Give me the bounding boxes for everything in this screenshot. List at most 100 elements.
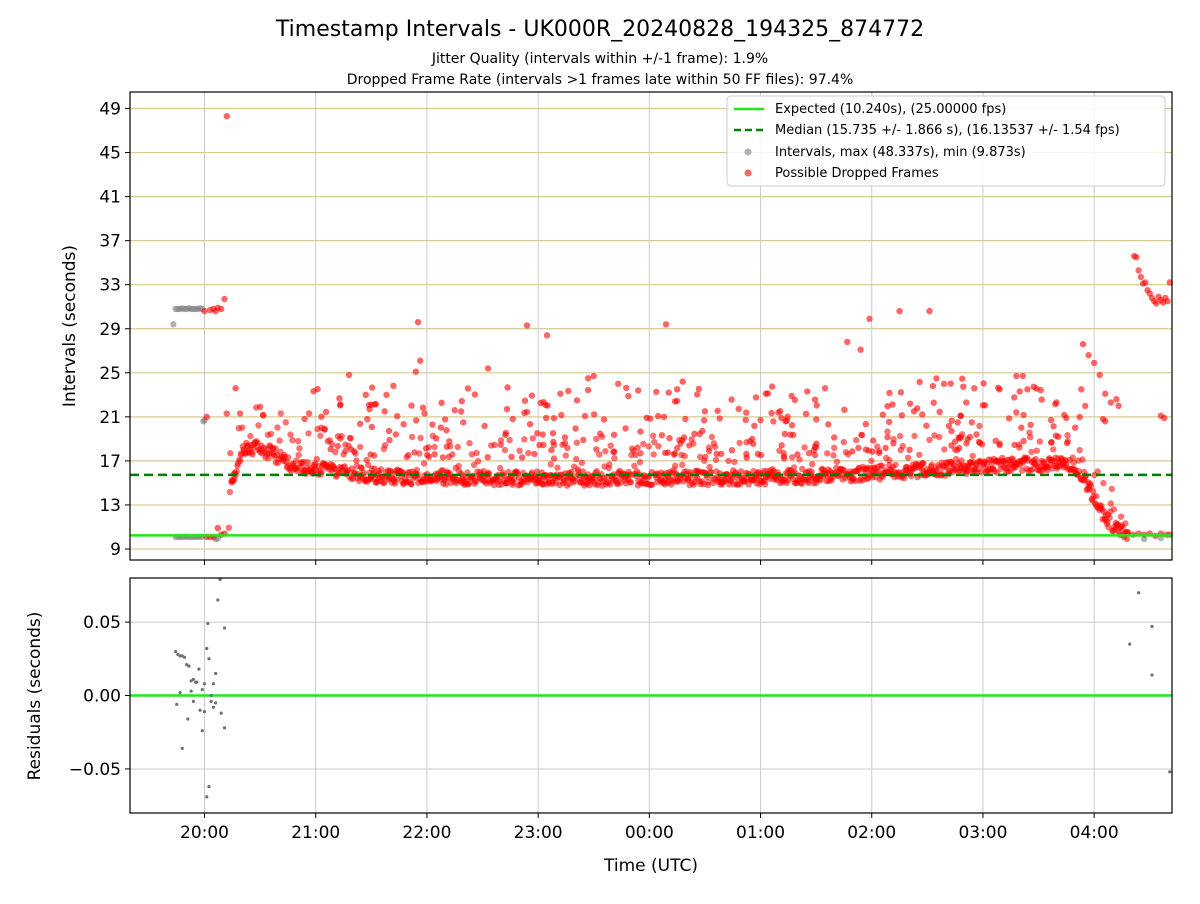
dropped-frame-point <box>632 451 639 459</box>
dropped-frame-point <box>963 399 970 406</box>
dropped-frame-point <box>936 408 943 415</box>
dropped-frame-point <box>1123 535 1131 543</box>
residual-point <box>1150 624 1154 629</box>
dropped-frame-point <box>516 447 523 454</box>
dropped-frame-point <box>849 448 856 455</box>
dropped-frame-point <box>627 478 634 486</box>
dropped-frame-point <box>1019 372 1026 380</box>
dropped-frame-point <box>217 305 225 313</box>
dropped-frame-point <box>679 461 686 468</box>
legend-expected-label: Expected (10.240s), (25.00000 fps) <box>775 102 1006 117</box>
legend-frame <box>726 95 1166 187</box>
dropped-frame-point <box>534 430 541 437</box>
dropped-frame-point <box>533 468 541 475</box>
dropped-frame-point <box>381 442 389 449</box>
dropped-frame-point <box>305 430 312 437</box>
dropped-frame-point <box>956 444 963 452</box>
dropped-frame-point <box>743 450 750 458</box>
dropped-frame-point <box>561 440 569 447</box>
dropped-frame-point <box>529 435 536 442</box>
dropped-frame-point <box>1102 390 1109 397</box>
dropped-frame-point <box>933 375 940 382</box>
dropped-frame-point <box>1064 432 1071 439</box>
dropped-frame-point <box>1161 414 1168 422</box>
dropped-frame-point <box>711 443 719 450</box>
dropped-frame-point <box>227 450 234 457</box>
dropped-frame-point <box>713 450 720 458</box>
dropped-frame-point <box>769 383 776 390</box>
dropped-frame-point <box>1079 456 1086 463</box>
dropped-frame-point <box>948 417 955 424</box>
y-tick-label: 29 <box>99 320 121 340</box>
intervals-y-axis-label: Intervals (seconds) <box>60 245 80 407</box>
legend-dropped-label: Possible Dropped Frames <box>775 166 939 181</box>
dropped-frame-point <box>955 434 962 441</box>
residual-point <box>197 667 201 671</box>
dropped-frame-point <box>926 307 933 315</box>
dropped-frame-point <box>554 464 561 471</box>
residual-point <box>209 699 213 703</box>
residual-point <box>1150 673 1154 677</box>
dropped-frame-point <box>862 420 870 428</box>
dropped-frame-point <box>383 391 390 399</box>
dropped-frame-point <box>332 448 339 456</box>
dropped-frame-point <box>884 434 891 441</box>
y-tick-label: 17 <box>99 452 121 472</box>
residual-y-tick-label: 0.05 <box>83 613 121 633</box>
intervals-plot: 9 13 17 21 25 29 33 37 41 45 49 Intervals (seconds… <box>60 91 1173 565</box>
dropped-frame-point <box>884 428 891 435</box>
dropped-frame-point <box>368 401 375 408</box>
dropped-frame-point <box>1071 424 1079 431</box>
dropped-frame-point <box>762 481 769 488</box>
dropped-frame-point <box>941 446 948 453</box>
dropped-frame-point <box>882 444 889 452</box>
dropped-frame-point <box>591 474 598 481</box>
dropped-frame-point <box>425 453 433 461</box>
intervals-plot-frame <box>129 91 1173 561</box>
dropped-frame-point <box>679 378 686 385</box>
dropped-frame-point <box>548 446 555 454</box>
dropped-frame-point <box>431 443 438 451</box>
dropped-frame-point <box>833 458 841 465</box>
dropped-frame-point <box>1050 423 1057 430</box>
dropped-frame-point <box>1048 439 1055 446</box>
y-tick-label: 21 <box>99 408 121 428</box>
dropped-frame-point <box>267 430 275 438</box>
dropped-frame-point <box>813 440 820 447</box>
dropped-frame-point <box>697 453 704 461</box>
dropped-frame-point <box>874 443 881 450</box>
dropped-frame-point <box>802 410 810 417</box>
dropped-frame-point <box>857 346 864 353</box>
dropped-frame-point <box>728 396 735 403</box>
dropped-frame-point <box>1137 273 1145 281</box>
dropped-frame-point <box>890 440 897 447</box>
dropped-frame-point <box>875 468 882 475</box>
dropped-frame-point <box>660 413 668 421</box>
dropped-frame-point <box>674 397 681 405</box>
chart-subtitle-dropped: Dropped Frame Rate (intervals >1 frames … <box>347 72 854 88</box>
dropped-frame-point <box>557 390 564 397</box>
dropped-frame-point <box>811 451 819 459</box>
dropped-frame-point <box>1047 416 1055 424</box>
residual-point <box>216 598 220 602</box>
dropped-frame-point <box>458 408 465 415</box>
dropped-frame-point <box>750 440 757 447</box>
dropped-frames-series <box>201 113 1173 541</box>
dropped-frame-point <box>369 384 376 391</box>
dropped-frame-point <box>416 450 423 457</box>
dropped-frame-point <box>542 401 549 409</box>
dropped-frame-point <box>648 481 656 488</box>
dropped-frame-point <box>1011 441 1018 449</box>
dropped-frame-point <box>497 437 505 444</box>
dropped-frame-point <box>655 443 662 450</box>
dropped-frame-point <box>1079 340 1087 348</box>
dropped-frame-point <box>1020 437 1027 445</box>
dropped-frame-point <box>968 419 976 426</box>
dropped-frame-point <box>347 435 354 442</box>
dropped-frame-point <box>1113 396 1120 403</box>
dropped-frame-point <box>578 459 586 466</box>
dropped-frame-point <box>225 524 233 531</box>
dropped-frame-point <box>581 412 589 420</box>
dropped-frame-point <box>840 438 847 446</box>
dropped-frame-point <box>414 318 422 326</box>
